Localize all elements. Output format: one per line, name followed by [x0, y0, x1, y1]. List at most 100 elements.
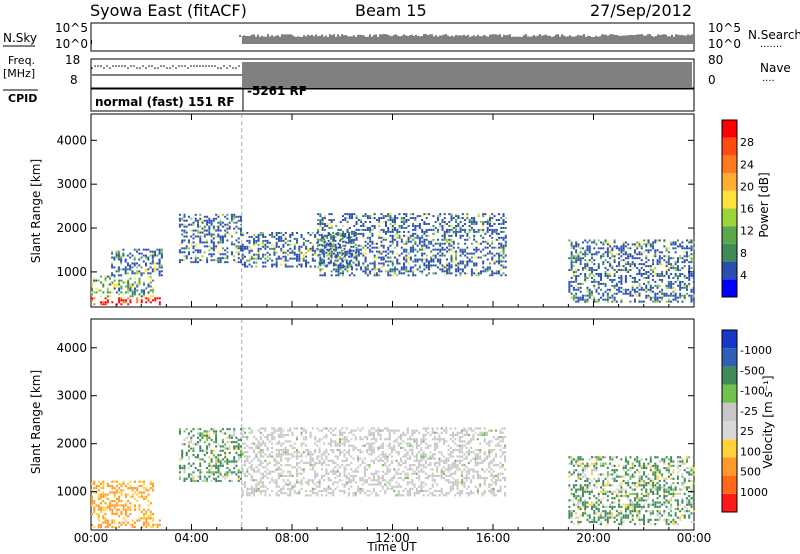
data-cell — [336, 253, 339, 256]
data-cell — [624, 280, 627, 283]
data-cell — [197, 235, 200, 238]
data-cell — [140, 480, 143, 483]
data-cell — [683, 298, 686, 301]
data-cell — [257, 446, 260, 449]
data-cell — [208, 469, 211, 472]
data-cell — [152, 482, 155, 485]
data-cell — [498, 242, 501, 245]
data-cell — [672, 282, 675, 285]
data-cell — [350, 474, 353, 478]
data-cell — [372, 438, 375, 441]
data-cell — [104, 275, 107, 278]
data-cell — [323, 249, 326, 252]
data-cell — [147, 523, 150, 526]
data-cell — [233, 215, 236, 218]
data-cell — [138, 480, 141, 483]
data-cell — [606, 253, 609, 256]
data-cell — [275, 448, 278, 452]
data-cell — [158, 519, 161, 522]
data-cell — [446, 272, 449, 275]
data-cell — [197, 479, 200, 483]
data-cell — [386, 459, 389, 462]
data-cell — [282, 453, 285, 456]
data-cell — [305, 431, 308, 434]
data-cell — [396, 232, 399, 235]
data-cell — [131, 489, 134, 492]
data-cell — [122, 517, 125, 520]
data-cell — [149, 502, 152, 505]
data-cell — [115, 489, 118, 492]
data-cell — [291, 249, 294, 252]
data-cell — [178, 432, 181, 435]
data-cell — [339, 272, 342, 275]
data-cell — [493, 246, 496, 249]
data-cell — [318, 481, 321, 484]
data-cell — [235, 231, 238, 234]
data-cell — [667, 282, 670, 285]
data-cell — [336, 485, 339, 488]
data-cell — [452, 232, 455, 235]
data-cell — [373, 262, 376, 265]
data-cell — [280, 472, 283, 475]
data-cell — [405, 221, 408, 224]
data-cell — [690, 273, 693, 275]
data-cell — [386, 487, 389, 490]
data-cell — [638, 269, 641, 272]
data-cell — [450, 224, 453, 227]
data-cell — [338, 257, 341, 260]
data-cell — [412, 244, 415, 247]
data-cell — [350, 241, 353, 244]
data-cell — [97, 512, 100, 516]
data-cell — [606, 296, 609, 299]
data-cell — [600, 274, 603, 277]
data-cell — [690, 261, 693, 264]
data-cell — [104, 517, 107, 520]
data-cell — [688, 261, 691, 264]
data-cell — [446, 230, 449, 233]
data-cell — [212, 449, 215, 452]
data-cell — [350, 255, 353, 258]
data-cell — [210, 233, 213, 236]
data-cell — [332, 492, 335, 495]
data-cell — [104, 495, 107, 498]
data-cell — [394, 226, 397, 229]
data-cell — [403, 268, 406, 271]
data-cell — [284, 451, 287, 454]
data-cell — [593, 300, 596, 303]
data-cell — [631, 261, 634, 264]
data-cell — [143, 508, 146, 511]
data-cell — [372, 451, 375, 454]
data-cell — [448, 224, 451, 227]
data-cell — [570, 296, 573, 299]
data-cell — [224, 471, 227, 474]
data-cell — [681, 280, 684, 283]
data-cell — [97, 495, 100, 498]
data-cell — [642, 276, 645, 279]
data-cell — [602, 243, 605, 246]
data-cell — [293, 247, 296, 250]
data-cell — [187, 432, 190, 435]
data-cell — [221, 237, 224, 240]
data-cell — [158, 297, 161, 300]
data-cell — [212, 432, 215, 435]
data-cell — [302, 257, 305, 260]
data-cell — [468, 252, 471, 255]
data-cell — [131, 266, 134, 269]
data-cell — [588, 259, 591, 262]
data-cell — [400, 224, 403, 227]
data-cell — [652, 259, 655, 262]
data-cell — [326, 234, 329, 237]
data-cell — [373, 264, 376, 267]
data-cell — [329, 448, 332, 452]
data-cell — [597, 247, 600, 250]
data-cell — [491, 274, 494, 277]
data-cell — [359, 451, 362, 454]
data-cell — [332, 451, 335, 454]
data-cell — [113, 256, 116, 259]
data-cell — [307, 483, 310, 486]
data-cell — [212, 245, 215, 248]
data-cell — [348, 472, 351, 475]
data-cell — [118, 299, 121, 302]
data-cell — [658, 259, 661, 262]
data-cell — [192, 479, 195, 483]
